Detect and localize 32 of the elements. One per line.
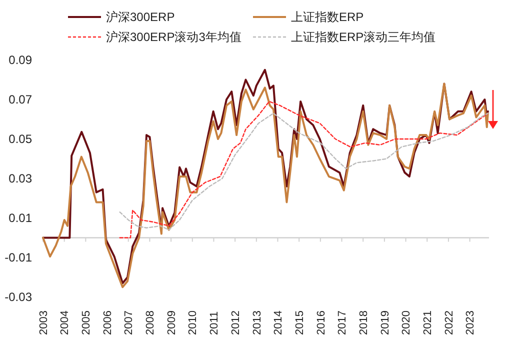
x-tick-label: 2009 (166, 310, 178, 335)
x-tick-label: 2004 (59, 310, 72, 335)
y-tick-label: -0.03 (4, 290, 32, 304)
legend-label: 上证指数ERP (291, 10, 364, 24)
x-tick-label: 2020 (400, 310, 413, 335)
x-tick-label: 2006 (102, 310, 114, 335)
y-tick-label: 0.09 (8, 53, 32, 68)
y-tick-label: 0.07 (8, 92, 32, 107)
y-tick-label: 0.03 (8, 172, 32, 186)
x-tick-label: 2012 (230, 310, 242, 335)
x-tick-label: 2019 (379, 310, 392, 335)
x-tick-label: 2013 (251, 310, 264, 335)
legend-label: 沪深300ERP (106, 10, 175, 24)
x-tick-label: 2017 (336, 310, 349, 335)
x-tick-label: 2021 (422, 310, 434, 335)
x-tick-label: 2008 (144, 310, 157, 335)
x-tick-label: 2007 (123, 310, 136, 335)
x-tick-label: 2010 (187, 310, 200, 335)
legend-label: 上证指数ERP滚动三年均值 (291, 30, 436, 44)
x-tick-label: 2011 (208, 311, 221, 335)
x-tick-label: 2005 (80, 310, 93, 335)
x-tick-label: 2018 (358, 310, 370, 335)
y-tick-label: -0.01 (4, 250, 32, 265)
x-tick-label: 2003 (38, 310, 50, 335)
x-tick-label: 2015 (294, 310, 306, 335)
legend-label: 沪深300ERP滚动3年均值 (106, 30, 242, 44)
x-tick-label: 2016 (315, 310, 328, 335)
x-tick-label: 2023 (464, 310, 477, 335)
x-tick-label: 2014 (272, 310, 285, 335)
y-tick-label: 0.05 (8, 132, 32, 146)
y-tick-label: 0.01 (8, 211, 32, 226)
x-tick-label: 2022 (443, 310, 456, 335)
